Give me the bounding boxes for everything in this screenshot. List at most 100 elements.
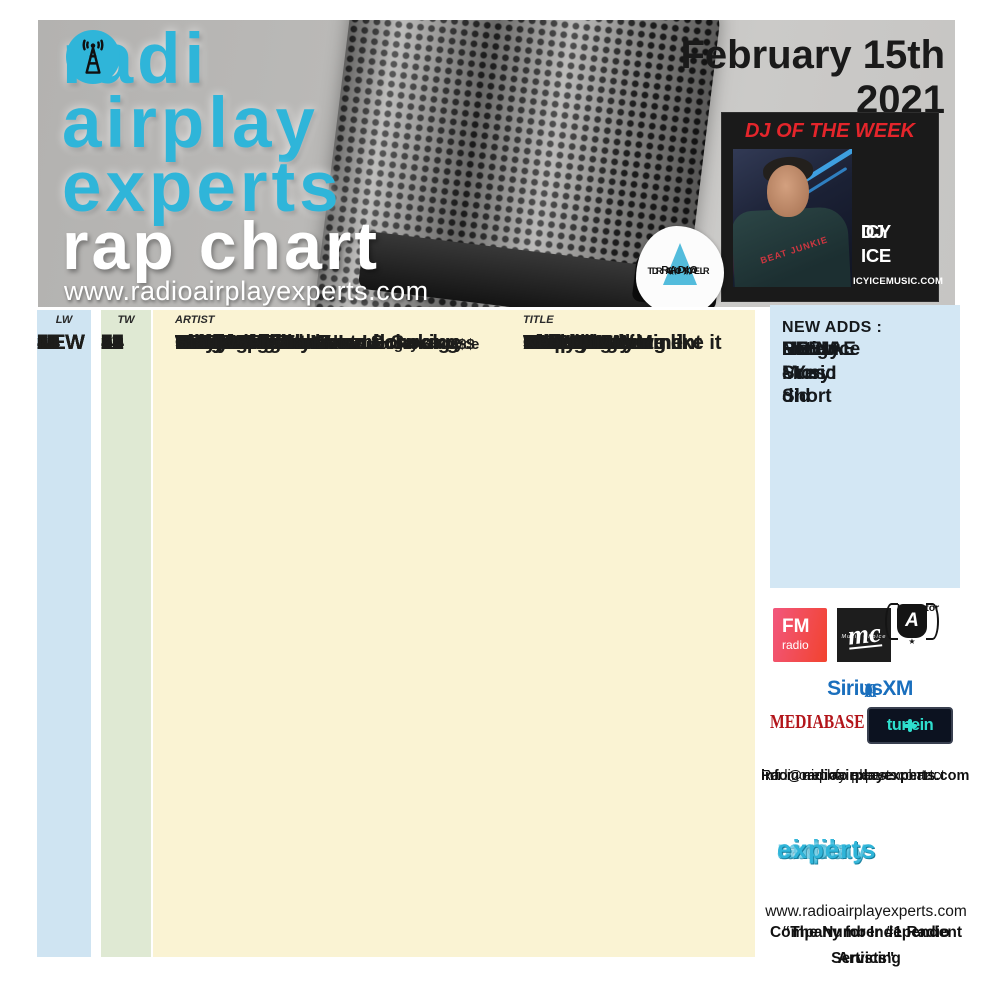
artist-name: M-Deuce Feat Wanz	[175, 331, 364, 354]
row-title: Unite	[523, 331, 574, 354]
date-line-1: February 15th	[680, 33, 945, 77]
row-this-week: 3	[101, 331, 113, 354]
artist-name: Mufasaa Solo Nova	[175, 331, 360, 354]
row-last-week: 18	[37, 331, 60, 354]
digital-radio-tracker-logo: ((( • ))) DIGITAL RADIO TRACKER	[636, 226, 724, 307]
row-artist: Witty	[175, 331, 224, 356]
row-artist: M-Deuce Feat Wanz	[175, 331, 364, 356]
artist-name: E Dawg	[175, 331, 248, 354]
row-title: Keep It Moving	[523, 331, 666, 354]
row-last-week: 21	[37, 331, 60, 354]
row-artist: Wheelup	[175, 331, 259, 356]
row-artist: Machinedrum	[175, 331, 306, 356]
row-last-week: 8	[37, 331, 49, 354]
artist-name: Machinedrum	[175, 331, 307, 354]
artist-name: K.A.A.N.	[175, 331, 256, 354]
new-adds-label: NEW ADDS :	[782, 319, 883, 336]
this-week-column-background	[101, 310, 151, 957]
inavator-crest-icon: A ★	[885, 603, 939, 646]
header-website-url: www.radioairplayexperts.com	[64, 276, 429, 306]
row-artist: Caelum	[175, 331, 248, 356]
row-this-week: 23	[101, 331, 124, 354]
artist-feature-note: ft. Ruste Juxx	[291, 336, 392, 353]
contact-line: Radio airplay experts chart:	[761, 768, 938, 784]
row-this-week: 21	[101, 331, 124, 354]
tracker-antenna-icon	[663, 243, 697, 285]
row-this-week: 8	[101, 331, 113, 354]
row-this-week: 5	[101, 331, 113, 354]
artist-name: Rock Mecca	[175, 331, 292, 354]
row-this-week: 7	[101, 331, 113, 354]
artist-feature-note: ft. Nas & Joey Bada$$	[317, 336, 475, 353]
row-last-week: 24	[37, 331, 60, 354]
row-artist: Mufasaa Solo Nova	[175, 331, 360, 356]
artist-feature-note: f/Black Thought & Royce	[302, 336, 480, 353]
row-title: Price Tag	[523, 331, 612, 354]
chart-date: February 15th 2021	[680, 33, 945, 123]
row-this-week: 12	[101, 331, 124, 354]
row-this-week: 10	[101, 331, 124, 354]
row-artist: Healy	[175, 331, 229, 356]
row-last-week: 9	[37, 331, 49, 354]
artist-name: Tongue	[175, 331, 247, 354]
footer-website-url: www.radioairplayexperts.com	[765, 903, 967, 920]
dj-name-line-1: DJ	[861, 221, 885, 242]
row-artist: E Dawg	[175, 331, 248, 356]
new-adds-panel: NEW ADDS : RO’NAE - Yes I did HEEM Long St…	[770, 305, 960, 588]
row-title: Last Laugh	[523, 331, 631, 354]
row-title: Never	[523, 331, 579, 354]
artist-name: Wheelup	[175, 331, 260, 354]
chart-title: rap chart	[62, 208, 380, 284]
artist-name: Tobe Nwigwe	[175, 331, 303, 354]
tunein-logo: tunein	[867, 707, 953, 744]
row-title: 3 Street	[523, 331, 597, 354]
chart-table-background	[153, 310, 755, 957]
row-this-week: 18	[101, 331, 124, 354]
row-last-week: 12	[37, 331, 60, 354]
dj-photo: BEAT JUNKIE	[733, 149, 852, 287]
row-artist: The Mood Doctors	[175, 331, 352, 356]
row-artist: Statik Selektah ft. Nas & Joey Bada$$	[175, 331, 475, 356]
row-last-week: NEW	[37, 331, 85, 354]
artist-name: Cosima	[175, 331, 248, 354]
signal-arcs-right-icon: )))	[864, 681, 877, 697]
artist-name: Statik Selektah	[175, 331, 318, 354]
artist-name: Playa Swade	[175, 331, 298, 354]
mediabase-logo: MEDIABASE	[770, 711, 865, 733]
row-this-week: 2	[101, 331, 113, 354]
row-artist: Leaders of The New School	[175, 331, 438, 356]
row-title: Bumaye	[523, 331, 602, 354]
dj-name-line-2: ICY ICE	[861, 221, 891, 266]
row-artist: Ynm Bandana Feat Lil Savage	[175, 331, 461, 356]
row-this-week: 14	[101, 331, 124, 354]
row-title: Change My Mind	[523, 331, 684, 354]
contact-line: info@radioairplayexperts.com	[761, 768, 970, 784]
artist-name: Caelum	[175, 331, 248, 354]
row-last-week: 13	[37, 331, 60, 354]
row-last-week: 4	[37, 331, 49, 354]
row-this-week: 16	[101, 331, 124, 354]
row-artist: Haviah Mighty	[175, 331, 312, 356]
row-this-week: 22	[101, 331, 124, 354]
artist-name: Fe Lie The God	[175, 331, 321, 354]
row-title: This is how we like it	[523, 331, 722, 354]
row-title: Have Mercy	[523, 331, 635, 354]
row-last-week: 15	[37, 331, 60, 354]
row-last-week: 16	[37, 331, 60, 354]
row-this-week: 15	[101, 331, 124, 354]
contact-line: For more info please contact :	[761, 768, 953, 784]
artist-name: Haviah Mighty	[175, 331, 312, 354]
row-last-week: 22	[37, 331, 60, 354]
row-this-week: 20	[101, 331, 124, 354]
row-title: OMGOD	[523, 331, 602, 354]
row-title: Co Pilot	[523, 331, 599, 354]
row-artist: Gata Delgardo & Iambornking	[175, 331, 459, 356]
row-title: Strike back	[523, 331, 631, 354]
row-artist: Tobe Nwigwe f/Black Thought & Royce	[175, 331, 479, 356]
row-title: Clap	[523, 331, 567, 354]
last-week-column-background	[37, 310, 91, 957]
artist-name: Witty	[175, 331, 224, 354]
artist-name: Ynm Bandana Feat Lil Savage	[175, 331, 462, 354]
row-last-week: 7	[37, 331, 49, 354]
